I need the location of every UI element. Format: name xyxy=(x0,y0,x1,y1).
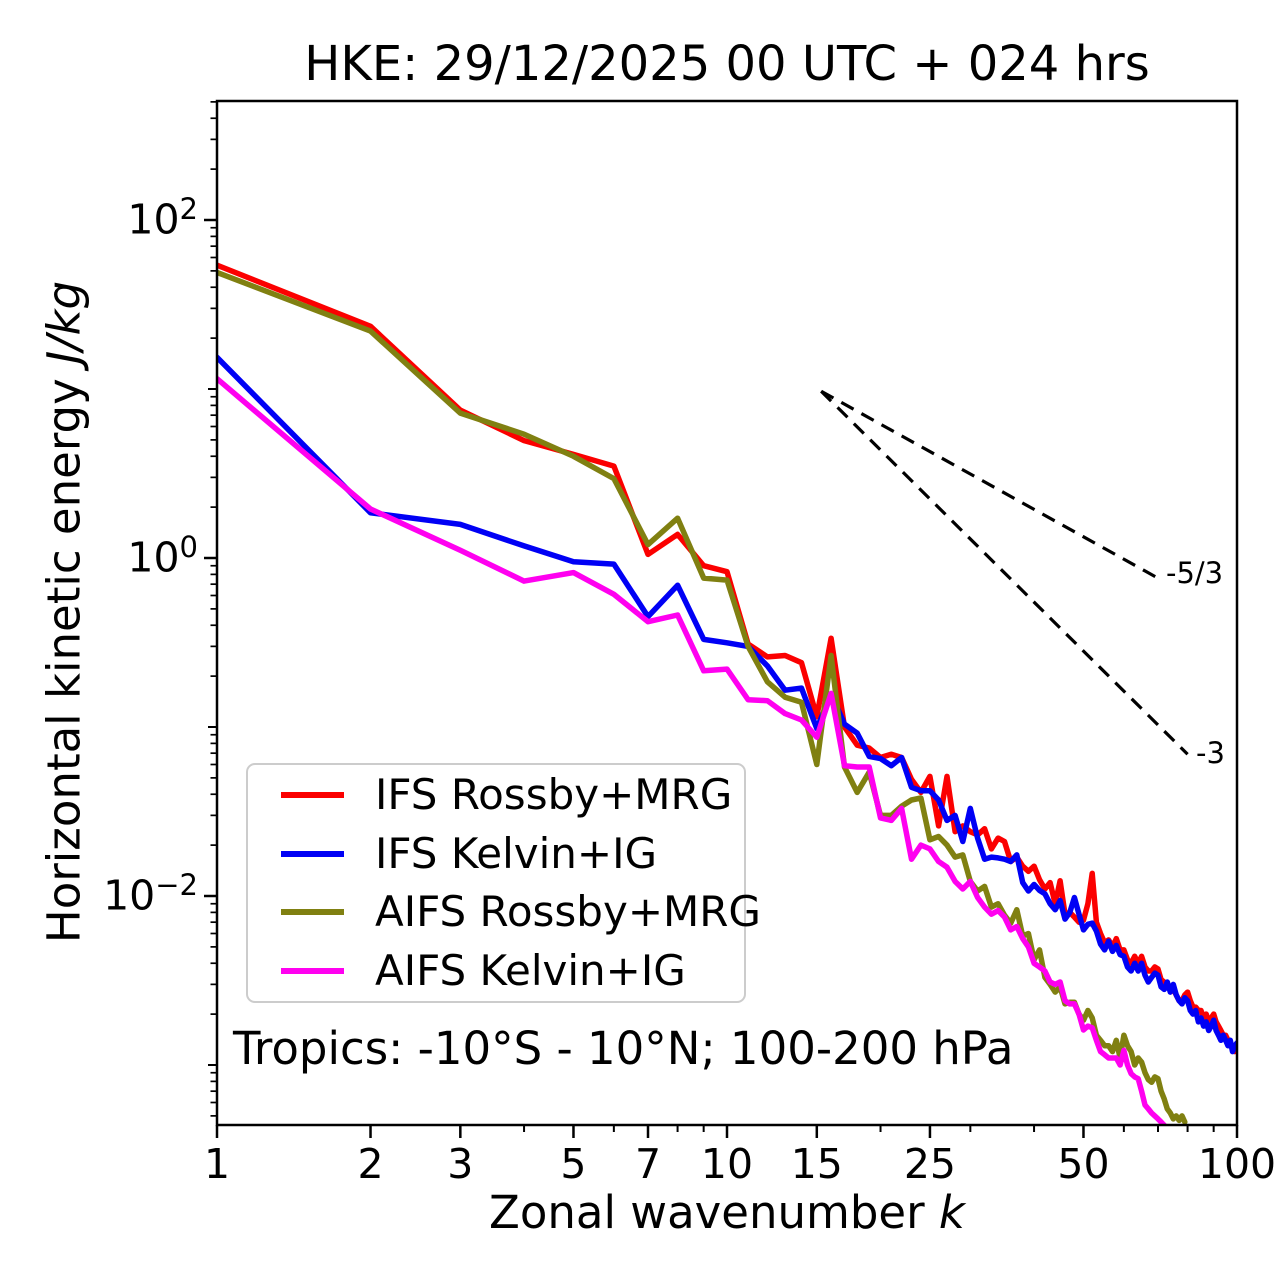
slope-label-minus-five-thirds: -5/3 xyxy=(1166,556,1224,590)
x-tick-label: 50 xyxy=(1057,1140,1110,1188)
legend-item-aifs-rossby-mrg: AIFS Rossby+MRG xyxy=(248,884,761,940)
chart-title: HKE: 29/12/2025 00 UTC + 024 hrs xyxy=(304,36,1150,92)
legend-item-label: AIFS Rossby+MRG xyxy=(375,887,761,937)
legend-item-aifs-kelvin-ig: AIFS Kelvin+IG xyxy=(248,943,744,999)
x-tick-label: 1 xyxy=(203,1140,231,1188)
series-line xyxy=(217,354,1237,1055)
slope-label-minus-three: -3 xyxy=(1196,736,1225,770)
y-tick-label: 102 xyxy=(127,192,198,244)
y-tick-label: 100 xyxy=(127,530,198,582)
legend-item-label: IFS Kelvin+IG xyxy=(375,828,658,878)
legend-line-swatch xyxy=(281,850,344,857)
legend-item-label: IFS Rossby+MRG xyxy=(375,770,733,820)
y-axis-label-text: Horizontal kinetic energy xyxy=(37,363,91,944)
region-annotation: Tropics: -10°S - 10°N; 100-200 hPa xyxy=(233,1022,1014,1075)
reference-slope-line xyxy=(820,389,1159,580)
x-tick-label: 7 xyxy=(634,1140,662,1188)
reference-slope-line xyxy=(820,390,1189,756)
x-tick-label: 5 xyxy=(560,1140,587,1188)
legend-item-ifs-kelvin-ig: IFS Kelvin+IG xyxy=(248,826,744,882)
legend-item-ifs-rossby-mrg: IFS Rossby+MRG xyxy=(248,767,744,823)
legend: IFS Rossby+MRG IFS Kelvin+IG AIFS Rossby… xyxy=(246,763,761,1003)
y-tick-label: 10−2 xyxy=(103,868,198,920)
x-tick-label: 3 xyxy=(447,1140,474,1188)
x-axis-label: Zonal wavenumber k xyxy=(489,1186,965,1239)
x-axis-label-symbol: k xyxy=(938,1186,965,1239)
legend-line-swatch xyxy=(281,967,344,974)
legend-item-label: AIFS Kelvin+IG xyxy=(375,945,686,995)
y-axis-label-units: J/kg xyxy=(37,280,91,364)
legend-line-swatch xyxy=(281,792,344,799)
x-tick-label: 15 xyxy=(790,1140,843,1188)
x-tick-label: 2 xyxy=(357,1140,384,1188)
y-axis-label: Horizontal kinetic energy J/kg xyxy=(38,281,91,943)
x-tick-label: 10 xyxy=(700,1140,754,1188)
x-axis-label-text: Zonal wavenumber xyxy=(489,1186,939,1239)
series-line xyxy=(217,375,1167,1125)
legend-line-swatch xyxy=(281,909,344,916)
x-tick-label: 25 xyxy=(903,1140,957,1188)
x-tick-label: 100 xyxy=(1197,1140,1277,1188)
